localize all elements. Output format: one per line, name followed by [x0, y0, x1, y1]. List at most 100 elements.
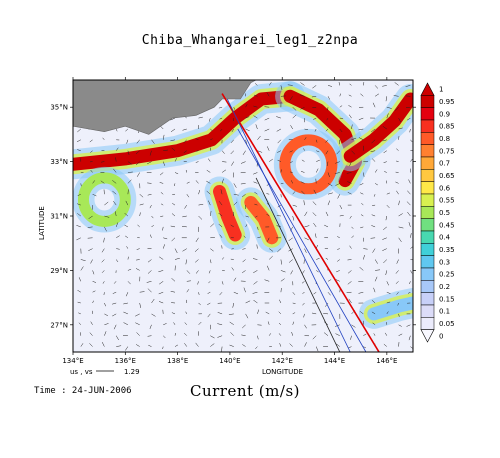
vector-arrow — [232, 172, 235, 178]
colorbar-label: 0 — [439, 332, 443, 340]
vector-arrow — [372, 322, 376, 325]
vector-arrow — [386, 291, 391, 294]
vector-arrow — [382, 139, 387, 142]
speed-feature-kuroshio-main-stream — [73, 89, 297, 171]
vector-arrow — [292, 191, 296, 195]
vector-arrow — [198, 302, 201, 305]
vector-arrow — [301, 190, 305, 195]
vector-arrow — [112, 180, 117, 184]
vector-arrow — [290, 270, 293, 275]
vector-arrow — [314, 233, 317, 238]
vector-arrow — [104, 201, 109, 206]
x-tick-label: 144°E — [324, 357, 345, 365]
vector-arrow — [313, 291, 317, 295]
vector-arrow — [115, 259, 119, 263]
vector-arrow — [158, 270, 164, 273]
vector-arrow — [233, 193, 239, 196]
colorbar-top-extension — [420, 82, 435, 96]
vector-arrow — [410, 270, 413, 274]
vector-arrow — [136, 139, 140, 144]
vector-arrow — [373, 333, 376, 336]
vector-arrow — [151, 139, 155, 144]
vector-arrow — [311, 96, 317, 98]
vector-arrow — [382, 85, 387, 87]
vector-arrow — [136, 248, 140, 250]
vector-arrow — [398, 324, 402, 327]
vector-arrow — [182, 215, 187, 218]
vector-arrow — [371, 300, 376, 304]
vector-arrow — [409, 128, 411, 133]
vector-arrow — [347, 281, 352, 285]
vector-arrow — [195, 161, 199, 163]
vector-arrow — [280, 169, 282, 173]
speed-feature-western-cold-eddy — [77, 172, 131, 227]
vector-arrow — [408, 335, 411, 341]
vector-arrow — [339, 215, 344, 217]
vector-arrow — [174, 332, 176, 336]
vector-arrow — [113, 281, 117, 284]
vector-arrow — [243, 287, 246, 293]
vector-arrow — [408, 222, 411, 227]
vector-arrow — [316, 159, 320, 162]
vector-arrow — [351, 137, 357, 141]
vector-arrow — [327, 192, 333, 195]
vector-arrow — [292, 107, 297, 111]
track-line-1 — [226, 98, 351, 352]
vector-arrow — [292, 114, 297, 119]
vector-arrow — [104, 215, 110, 218]
vector-arrow — [382, 126, 387, 130]
vector-arrow — [410, 346, 413, 349]
vector-arrow — [300, 82, 305, 86]
vector-arrow — [230, 139, 234, 144]
vector-arrow — [159, 172, 164, 176]
vector-arrow — [339, 128, 343, 133]
vector-arrow — [218, 201, 223, 206]
vector-arrow — [124, 224, 129, 228]
vector-arrow — [279, 299, 282, 304]
vector-arrow — [348, 94, 352, 97]
vector-arrow — [303, 200, 305, 206]
vector-arrow — [210, 248, 214, 252]
vector-arrow — [395, 107, 399, 111]
vector-arrow — [195, 237, 199, 243]
vector-arrow — [100, 161, 105, 163]
vector-arrow — [346, 172, 352, 174]
vector-arrow — [337, 259, 340, 262]
vector-arrow — [245, 116, 250, 119]
vector-arrow — [349, 245, 352, 249]
vector-arrow — [396, 190, 399, 195]
colorbar-segment — [420, 169, 435, 182]
vector-arrow — [127, 150, 130, 156]
vector-arrow — [374, 183, 378, 186]
vector-arrow — [280, 278, 285, 282]
vector-arrow — [222, 161, 227, 163]
vector-arrow — [170, 139, 176, 142]
vector-arrow — [324, 224, 329, 228]
vector-arrow — [183, 150, 187, 154]
vector-arrow — [385, 96, 388, 102]
vector-arrow — [350, 335, 352, 340]
vector-arrow — [253, 172, 258, 175]
speed-feature-warm-eddy-ring — [279, 134, 338, 195]
vector-arrow — [338, 82, 341, 86]
vector-arrow — [327, 200, 331, 206]
vector-arrow — [300, 106, 305, 110]
vector-arrow — [198, 215, 203, 220]
track-lines — [221, 93, 380, 352]
vector-arrow — [116, 235, 120, 239]
vector-arrow — [396, 148, 399, 151]
track-line-2 — [237, 128, 367, 352]
vector-arrow — [257, 309, 260, 314]
vector-arrow — [349, 215, 352, 219]
vector-arrow — [325, 150, 329, 155]
colorbar-label: 0.5 — [439, 209, 450, 217]
vector-arrow — [101, 259, 105, 263]
vector-arrow — [76, 139, 81, 143]
vector-arrow — [373, 287, 376, 293]
vector-arrow — [163, 237, 168, 240]
vector-arrow — [100, 180, 105, 184]
colorbar-label: 0.35 — [439, 246, 455, 254]
vector-arrow — [304, 137, 307, 140]
vector-arrow — [358, 117, 364, 120]
x-tick-label: 136°E — [115, 357, 136, 365]
